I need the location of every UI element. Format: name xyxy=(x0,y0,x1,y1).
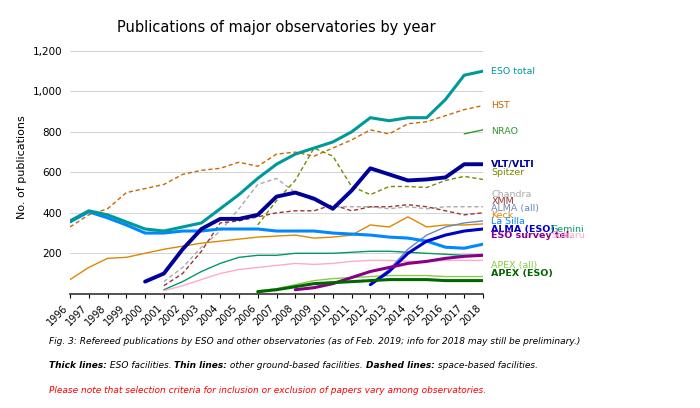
Text: Gemini: Gemini xyxy=(551,224,584,233)
Text: Thick lines:: Thick lines: xyxy=(49,361,107,370)
Y-axis label: No. of publications: No. of publications xyxy=(18,115,27,219)
Text: Please note that selection criteria for inclusion or exclusion of papers vary am: Please note that selection criteria for … xyxy=(49,386,486,395)
Text: Subaru: Subaru xyxy=(551,231,584,240)
Text: ALMA (ESO): ALMA (ESO) xyxy=(491,224,555,233)
Text: Thin lines:: Thin lines: xyxy=(174,361,228,370)
Text: ESO survey tel.: ESO survey tel. xyxy=(491,231,573,240)
Text: HST: HST xyxy=(491,101,510,110)
Text: other ground-based facilities.: other ground-based facilities. xyxy=(228,361,365,370)
Text: APEX (all): APEX (all) xyxy=(491,261,538,270)
Title: Publications of major observatories by year: Publications of major observatories by y… xyxy=(117,20,436,35)
Text: ESO total: ESO total xyxy=(491,67,536,75)
Text: Spitzer: Spitzer xyxy=(491,168,525,177)
Text: APEX (ESO): APEX (ESO) xyxy=(491,269,553,278)
Text: XMM: XMM xyxy=(491,197,514,206)
Text: Chandra: Chandra xyxy=(491,190,532,199)
Text: ESO facilities.: ESO facilities. xyxy=(107,361,174,370)
Text: La Silla: La Silla xyxy=(491,217,525,226)
Text: Fig. 3: Refereed publications by ESO and other observatories (as of Feb. 2019; i: Fig. 3: Refereed publications by ESO and… xyxy=(49,337,580,346)
Text: space-based facilities.: space-based facilities. xyxy=(435,361,538,370)
Text: NRAO: NRAO xyxy=(491,127,519,136)
Text: ALMA (all): ALMA (all) xyxy=(491,204,540,213)
Text: Keck: Keck xyxy=(491,211,514,220)
Text: Dashed lines:: Dashed lines: xyxy=(365,361,435,370)
Text: VLT/VLTI: VLT/VLTI xyxy=(491,160,535,169)
